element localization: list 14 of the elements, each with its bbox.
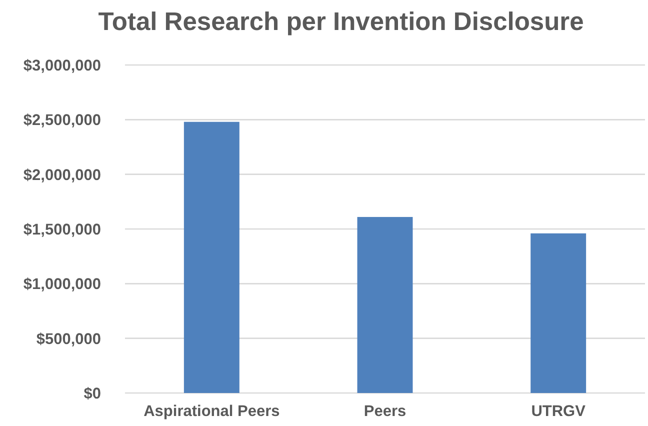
bar: [184, 122, 240, 393]
x-tick-label: Peers: [364, 403, 406, 420]
y-tick-label: $0: [84, 385, 101, 402]
bar: [530, 233, 586, 393]
chart-title: Total Research per Invention Disclosure: [98, 8, 584, 36]
y-tick-label: $2,500,000: [23, 112, 101, 130]
bar: [357, 216, 413, 393]
y-tick-label: $1,000,000: [23, 276, 101, 294]
y-tick-label: $3,000,000: [23, 57, 101, 74]
y-tick-label: $1,500,000: [23, 221, 101, 238]
y-tick-label: $2,000,000: [23, 166, 101, 184]
y-tick-label: $500,000: [36, 330, 101, 348]
x-tick-label: Aspirational Peers: [144, 403, 280, 420]
x-tick-label: UTRGV: [531, 403, 586, 420]
